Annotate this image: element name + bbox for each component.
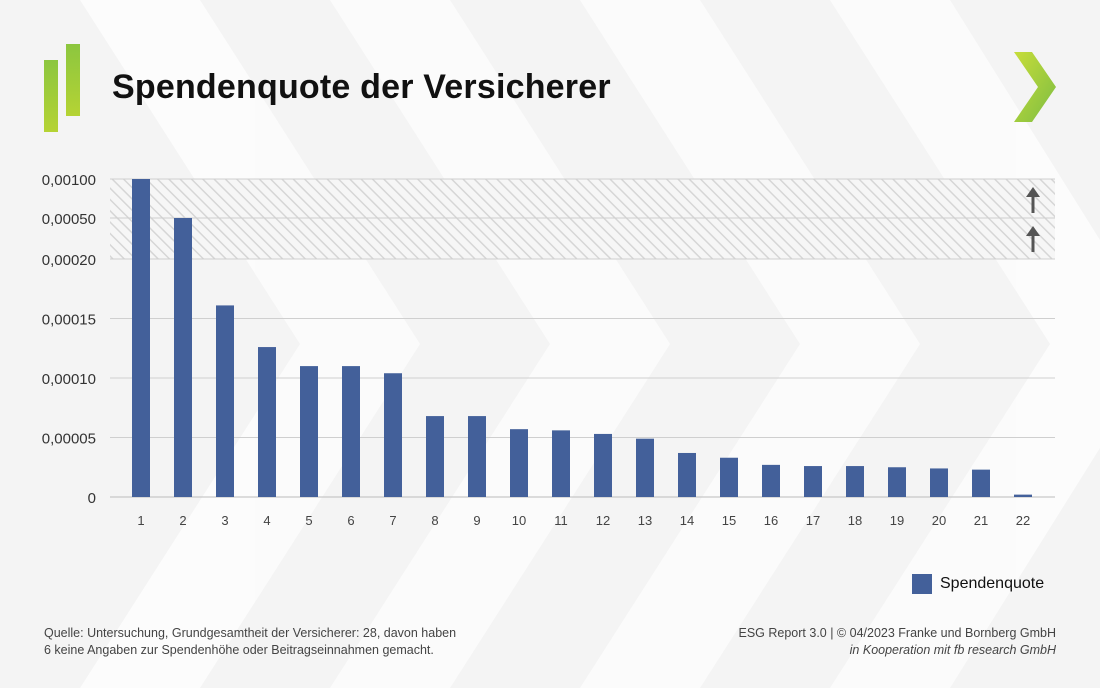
credit-line-2: in Kooperation mit fb research GmbH bbox=[849, 643, 1056, 657]
x-tick-label: 15 bbox=[722, 513, 736, 528]
credit-line-1: ESG Report 3.0 | © 04/2023 Franke und Bo… bbox=[738, 626, 1057, 640]
bar bbox=[216, 305, 234, 497]
x-tick-label: 21 bbox=[974, 513, 988, 528]
axis-break-band-lower bbox=[110, 218, 1055, 259]
x-tick-label: 11 bbox=[554, 513, 568, 528]
bar bbox=[510, 429, 528, 497]
arrow-head bbox=[1026, 226, 1040, 236]
y-tick-label: 0,00005 bbox=[42, 431, 96, 448]
arrow-up-icon bbox=[1026, 187, 1040, 213]
bar bbox=[972, 469, 990, 497]
x-tick-label: 22 bbox=[1016, 513, 1030, 528]
x-tick-label: 13 bbox=[638, 513, 652, 528]
y-tick-label: 0,00010 bbox=[42, 371, 96, 388]
x-tick-label: 6 bbox=[347, 513, 354, 528]
x-tick-label: 17 bbox=[806, 513, 820, 528]
x-tick-label: 19 bbox=[890, 513, 904, 528]
bar bbox=[678, 452, 696, 497]
axis-break-band-upper bbox=[110, 179, 1055, 218]
credit-note: ESG Report 3.0 | © 04/2023 Franke und Bo… bbox=[739, 625, 1057, 659]
source-line-2: 6 keine Angaben zur Spendenhöhe oder Bei… bbox=[44, 643, 434, 657]
x-tick-label: 16 bbox=[764, 513, 778, 528]
y-tick-label: 0,00100 bbox=[42, 172, 96, 189]
bar bbox=[762, 464, 780, 497]
source-note: Quelle: Untersuchung, Grundgesamtheit de… bbox=[44, 625, 604, 659]
x-tick-label: 18 bbox=[848, 513, 862, 528]
x-tick-label: 5 bbox=[305, 513, 312, 528]
x-tick-label: 3 bbox=[221, 513, 228, 528]
legend: Spendenquote bbox=[912, 574, 1044, 594]
bar bbox=[552, 430, 570, 497]
x-tick-label: 7 bbox=[389, 513, 396, 528]
x-tick-label: 1 bbox=[137, 513, 144, 528]
bar bbox=[930, 468, 948, 497]
bar bbox=[174, 218, 192, 497]
x-tick-label: 2 bbox=[179, 513, 186, 528]
x-tick-label: 10 bbox=[512, 513, 526, 528]
bar bbox=[888, 467, 906, 497]
bar bbox=[636, 438, 654, 497]
bar bbox=[468, 416, 486, 497]
x-tick-label: 14 bbox=[680, 513, 694, 528]
bar bbox=[342, 366, 360, 497]
page-title: Spendenquote der Versicherer bbox=[112, 68, 611, 106]
source-line-1: Quelle: Untersuchung, Grundgesamtheit de… bbox=[44, 626, 457, 640]
bar bbox=[1014, 494, 1032, 497]
x-tick-label: 8 bbox=[431, 513, 438, 528]
bar bbox=[258, 347, 276, 497]
x-tick-label: 20 bbox=[932, 513, 946, 528]
bar bbox=[720, 457, 738, 497]
chevron-right-icon bbox=[1014, 52, 1056, 122]
bar bbox=[804, 466, 822, 497]
legend-label: Spendenquote bbox=[940, 575, 1045, 592]
bar bbox=[132, 179, 150, 497]
arrow-head bbox=[1026, 187, 1040, 197]
y-tick-label: 0,00050 bbox=[42, 211, 96, 228]
arrow-up-icon bbox=[1026, 226, 1040, 252]
legend-swatch bbox=[912, 574, 932, 594]
y-tick-label: 0 bbox=[88, 490, 96, 507]
x-tick-label: 12 bbox=[596, 513, 610, 528]
y-tick-label: 0,00015 bbox=[42, 312, 96, 329]
y-tick-label: 0,00020 bbox=[42, 252, 96, 269]
bar bbox=[594, 433, 612, 497]
logo-bars-icon bbox=[44, 44, 84, 134]
x-tick-label: 9 bbox=[473, 513, 480, 528]
bar bbox=[384, 373, 402, 497]
x-tick-label: 4 bbox=[263, 513, 270, 528]
bar bbox=[300, 366, 318, 497]
bar bbox=[426, 416, 444, 497]
bar bbox=[846, 466, 864, 497]
